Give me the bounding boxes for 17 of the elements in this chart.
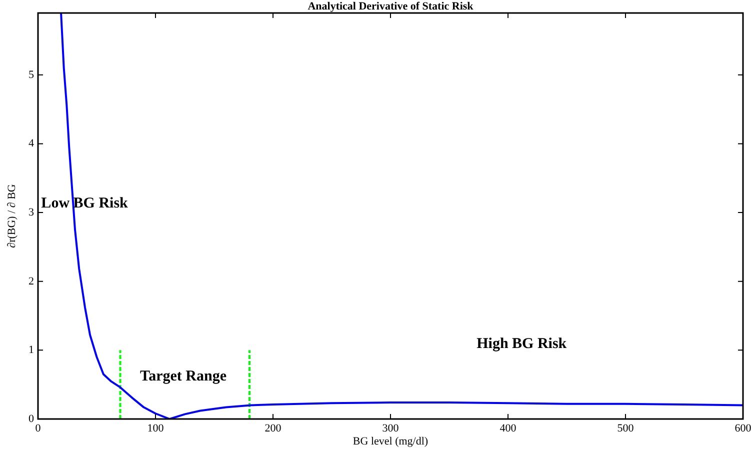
x-tick-label: 200 — [264, 422, 282, 434]
x-tick-label: 400 — [500, 422, 517, 434]
annotation: Target Range — [140, 368, 227, 385]
x-tick-label: 100 — [147, 422, 164, 434]
x-tick-label: 300 — [382, 422, 400, 434]
y-tick-label: 3 — [28, 206, 34, 218]
y-tick-label: 2 — [28, 275, 34, 288]
y-tick-label: 5 — [28, 68, 34, 81]
chart-title: Analytical Derivative of Static Risk — [308, 0, 474, 12]
y-tick-label: 1 — [28, 344, 34, 356]
annotation: High BG Risk — [476, 336, 568, 352]
x-axis-title: BG level (mg/dl) — [352, 435, 428, 448]
y-axis-title: ∂r(BG) / ∂ BG — [6, 184, 18, 248]
y-tick-label: 0 — [28, 412, 34, 425]
x-tick-label: 600 — [734, 422, 751, 434]
x-tick-label: 500 — [617, 422, 634, 434]
y-tick-label: 4 — [28, 138, 34, 150]
